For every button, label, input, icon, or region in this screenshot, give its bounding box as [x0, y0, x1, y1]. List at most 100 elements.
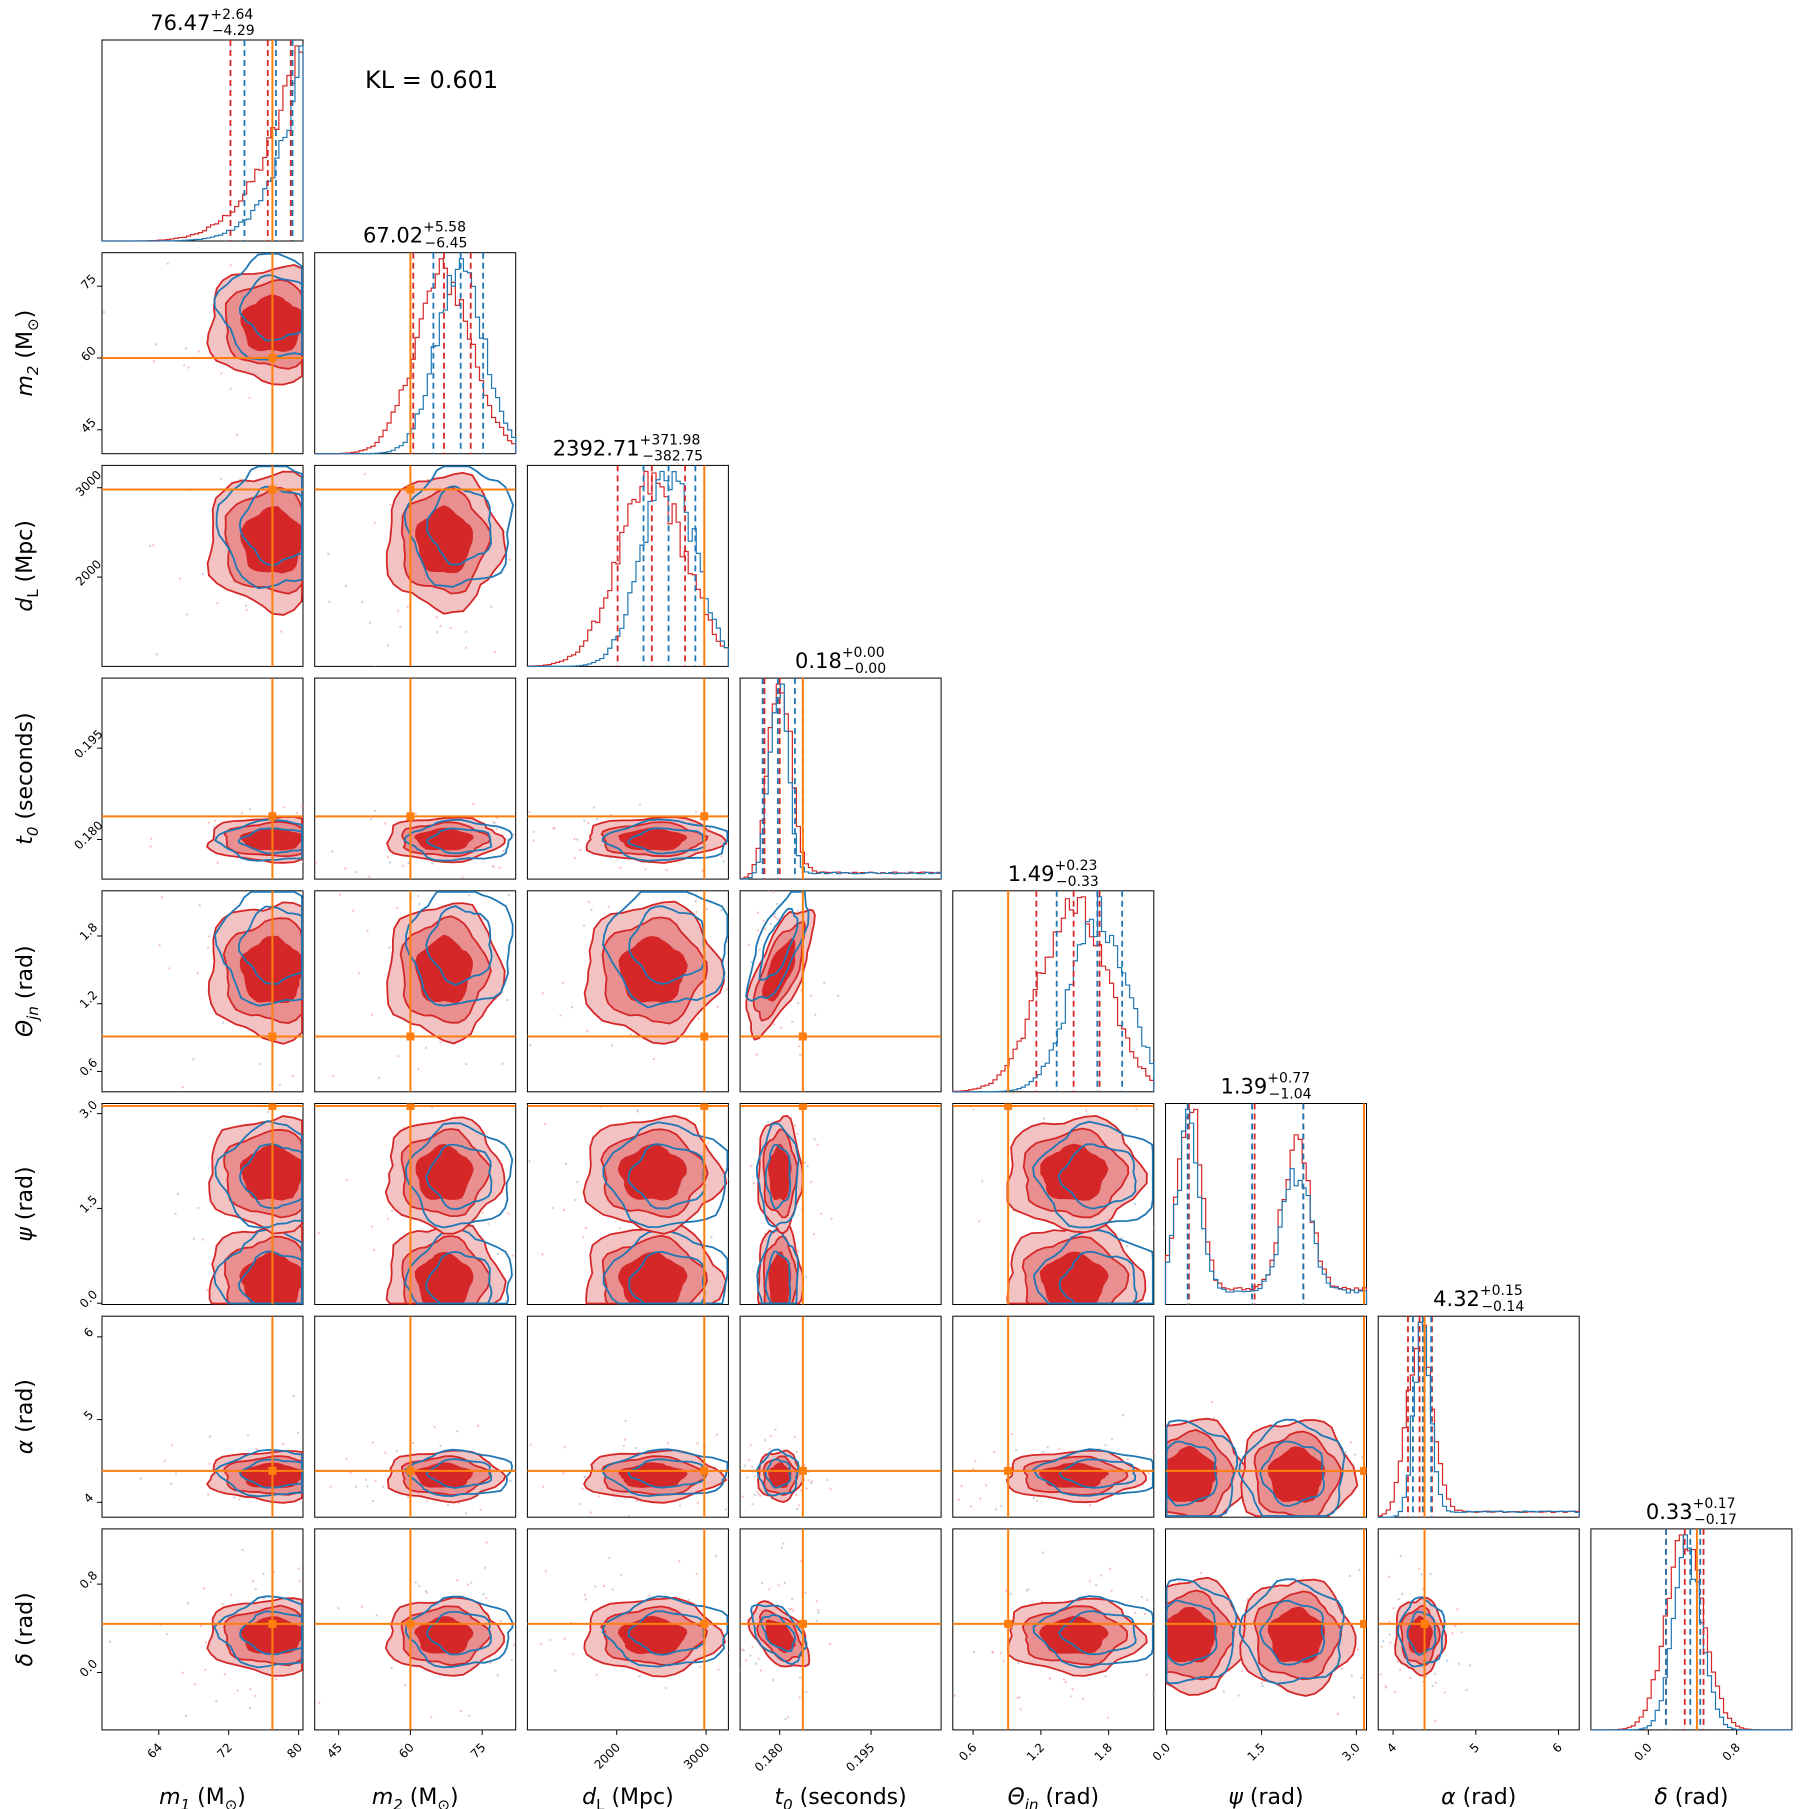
sample-point [734, 1463, 736, 1465]
sample-point [737, 1140, 739, 1142]
truth-marker [268, 1466, 277, 1475]
sample-point [1110, 1437, 1114, 1441]
sample-point [1344, 1450, 1347, 1454]
sample-point [730, 834, 732, 836]
sample-point [1434, 1719, 1437, 1722]
sample-point [436, 630, 439, 634]
sample-point [781, 1097, 783, 1099]
contour-blue-outer [750, 1603, 808, 1666]
sample-point [664, 886, 666, 888]
sample-point [814, 1013, 817, 1016]
sample-point [597, 1495, 600, 1498]
sample-point [311, 1463, 313, 1465]
sample-point [946, 1205, 948, 1207]
panel-psi-alpha [1165, 1315, 1367, 1518]
sample-point [584, 1598, 588, 1601]
sample-point [796, 1001, 800, 1005]
sample-point [756, 929, 759, 932]
hist-panel-thetajn: 1.49+0.23 −0.33 [952, 858, 1155, 1093]
sample-point [732, 842, 734, 844]
sample-point [181, 1671, 184, 1674]
sample-point [1212, 1416, 1216, 1420]
sample-point [803, 1463, 806, 1467]
sample-point [307, 843, 309, 845]
sample-point [472, 802, 475, 806]
sample-point [981, 1180, 984, 1183]
y-tick-label-thetajn: 0.6 [77, 1056, 100, 1079]
sample-point [805, 1691, 808, 1694]
sample-point [464, 646, 468, 649]
sample-point [323, 203, 325, 205]
sample-point [826, 1478, 829, 1482]
x-axis-label-alpha: α (rad) [1441, 1785, 1516, 1809]
sample-point [170, 1482, 173, 1485]
sample-point [482, 1593, 485, 1596]
sample-point [464, 1062, 468, 1066]
x-tick-label-t0: 0.195 [843, 1740, 877, 1774]
sample-point [507, 1212, 510, 1215]
sample-point [375, 1614, 378, 1617]
sample-point [817, 1611, 820, 1614]
sample-point [807, 1479, 810, 1482]
sample-point [1399, 1554, 1402, 1558]
sample-point [1140, 1595, 1144, 1599]
contour-blue-inner [1165, 1599, 1218, 1667]
sample-point [207, 935, 211, 938]
contour-blue-inner [758, 907, 799, 981]
sample-point [774, 916, 777, 919]
sample-point [1389, 1641, 1392, 1644]
contour-blue-inner [425, 1458, 493, 1490]
contour-blue-inner [426, 1611, 492, 1656]
sample-point [734, 1594, 736, 1596]
sample-point [732, 822, 734, 824]
sample-point [404, 1683, 407, 1687]
contour-red-inner [239, 1616, 303, 1654]
sample-point [1261, 1684, 1264, 1688]
x-tick-label-m2: 75 [468, 1740, 489, 1761]
sample-point [377, 1076, 381, 1080]
sample-point [816, 1608, 820, 1612]
sample-point [737, 798, 739, 800]
sample-point [245, 609, 248, 612]
sample-point [275, 1677, 278, 1680]
sample-point [309, 1051, 311, 1053]
sample-point [1122, 1413, 1125, 1417]
hist-panel-alpha: 4.32+0.15 −0.14 [1377, 1283, 1580, 1518]
sample-point [1453, 1624, 1457, 1628]
hist-frame-thetajn [952, 890, 1155, 1093]
sample-point [508, 558, 511, 561]
sample-point [623, 882, 625, 884]
sample-point [416, 894, 420, 898]
sample-point [1085, 1109, 1088, 1112]
sample-point [972, 1650, 976, 1654]
sample-point [1451, 1632, 1454, 1635]
sample-point [696, 1442, 699, 1445]
sample-point [524, 1465, 526, 1467]
sample-point [798, 1676, 802, 1679]
sample-point [411, 1441, 415, 1445]
panel-t0-alpha [739, 1315, 942, 1518]
sample-point [979, 1497, 982, 1500]
sample-point [837, 994, 840, 997]
sample-point [464, 1512, 468, 1515]
sample-point [338, 893, 342, 896]
contour-blue-outer [1238, 1578, 1345, 1685]
x-tick-label-alpha: 5 [1467, 1740, 1482, 1755]
sample-point [414, 812, 418, 815]
sample-point [492, 865, 496, 868]
sample-point [579, 848, 582, 852]
sample-point [464, 630, 468, 634]
sample-point [1110, 1589, 1113, 1593]
sample-point [424, 1046, 428, 1050]
sample-point [1126, 1457, 1130, 1461]
sample-point [1418, 1567, 1421, 1570]
sample-point [1088, 1579, 1092, 1583]
sample-point [192, 1237, 195, 1240]
sample-point [165, 1633, 169, 1636]
sample-point [407, 861, 410, 865]
sample-point [476, 1424, 480, 1427]
sample-point [291, 1074, 294, 1077]
sample-point [753, 1493, 757, 1497]
sample-point [1156, 1493, 1158, 1495]
sample-point [258, 1062, 262, 1066]
